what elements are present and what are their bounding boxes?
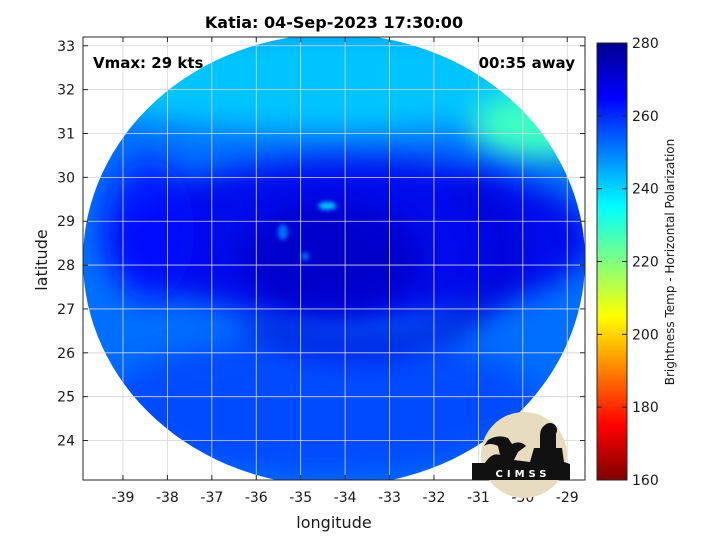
colorbar-tick-label: 220	[632, 255, 659, 271]
x-tick-label: -35	[289, 490, 312, 506]
logo-text: CIMSS	[496, 469, 551, 480]
time-away-label: 00:35 away	[479, 54, 576, 72]
bright-speck	[301, 252, 310, 261]
colorbar: 160 180 200 220 240 260 280 Brightness Temp - …	[596, 36, 677, 489]
y-tick-label: 33	[57, 39, 75, 55]
west-band	[104, 159, 195, 300]
y-tick-label: 31	[57, 126, 75, 142]
x-axis-title: longitude	[296, 513, 371, 532]
bright-speck	[277, 224, 288, 241]
bright-speck	[318, 201, 337, 210]
y-tick-label: 28	[57, 258, 75, 274]
vmax-label: Vmax: 29 kts	[93, 54, 203, 72]
x-tick-label: -29	[556, 490, 579, 506]
colorbar-tick-label: 200	[632, 327, 659, 343]
y-tick-label: 27	[57, 302, 75, 318]
y-tick-label: 29	[57, 214, 75, 230]
x-tick-label: -36	[245, 490, 268, 506]
y-tick-label: 24	[57, 434, 75, 450]
plot-border	[82, 36, 586, 481]
x-tick-label: -32	[423, 490, 446, 506]
x-tick-label: -31	[467, 490, 490, 506]
x-tick-label: -38	[156, 490, 179, 506]
x-tick-label: -34	[334, 490, 357, 506]
y-tick-label: 26	[57, 346, 75, 362]
x-axis: -39 -38 -37 -36 -35 -34 -33 -32 -31 -30 -29	[112, 37, 579, 506]
colorbar-tick-label: 160	[632, 473, 659, 489]
logo-band	[472, 464, 570, 480]
x-tick-label: -37	[200, 490, 223, 506]
colorbar-tick-label: 260	[632, 109, 659, 125]
y-tick-label: 32	[57, 83, 75, 99]
y-axis-title: latitude	[32, 229, 51, 290]
chart-title: Katia: 04-Sep-2023 17:30:00	[204, 13, 464, 32]
y-tick-label: 25	[57, 390, 75, 406]
y-axis: 24 25 26 27 28 29 30 31 32 33	[57, 39, 585, 450]
storm-core	[241, 203, 422, 314]
logo-tower-top	[543, 423, 557, 437]
x-tick-label: -33	[378, 490, 401, 506]
spiral-arm	[243, 178, 516, 358]
grid	[83, 37, 585, 480]
colorbar-title: Brightness Temp - Horizontal Polarizatio…	[663, 139, 677, 386]
colorbar-tick-label: 280	[632, 36, 659, 52]
y-tick-label: 30	[57, 170, 75, 186]
cimss-logo: CIMSS	[472, 412, 570, 498]
colorbar-tick-label: 180	[632, 400, 659, 416]
colorbar-tick-label: 240	[632, 182, 659, 198]
x-tick-label: -39	[112, 490, 135, 506]
